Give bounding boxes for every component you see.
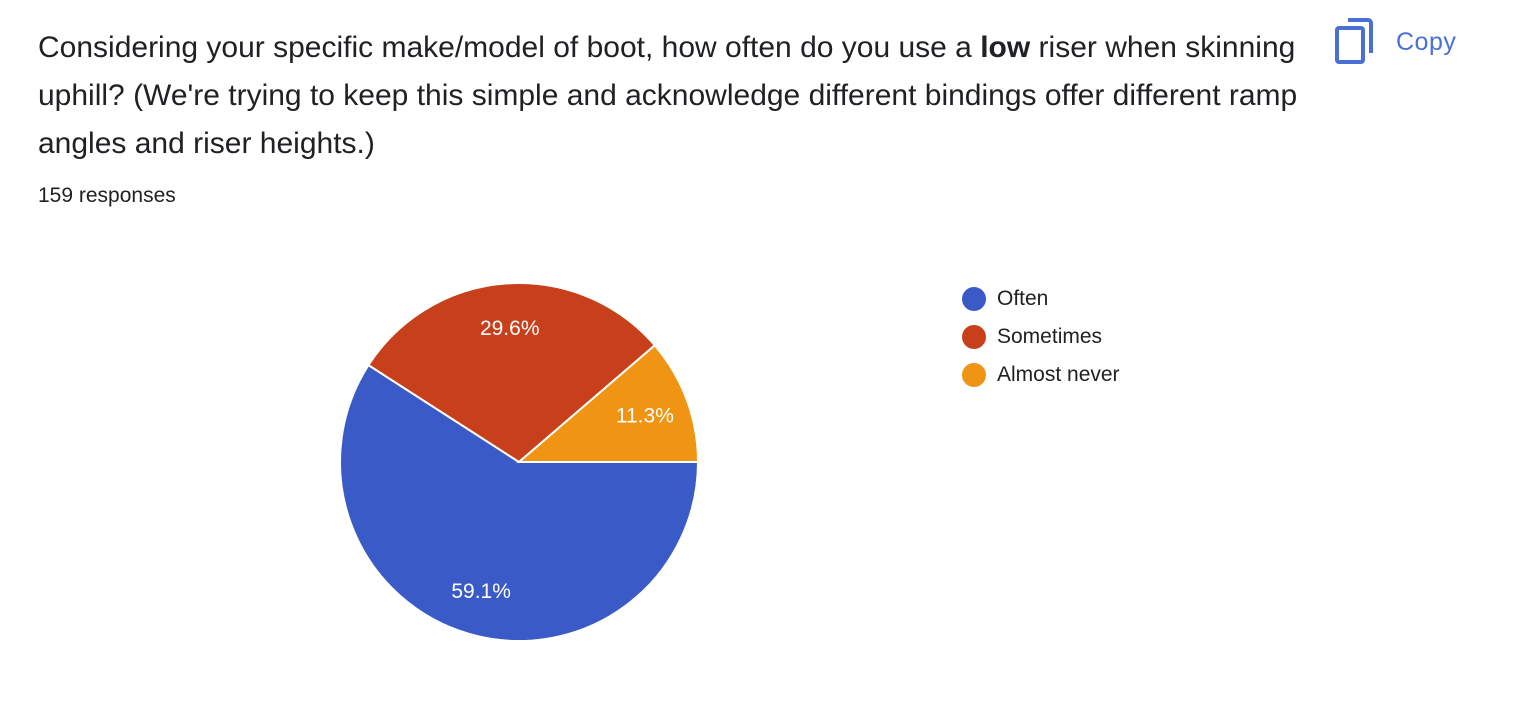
chart-legend: Often Sometimes Almost never: [962, 280, 1120, 394]
legend-item-often[interactable]: Often: [962, 280, 1120, 318]
question-title: Considering your specific make/model of …: [38, 24, 1308, 168]
legend-label: Almost never: [997, 363, 1120, 386]
copy-button-label: Copy: [1396, 27, 1457, 56]
pie-slice-sometimes[interactable]: [367, 282, 657, 464]
legend-label: Sometimes: [997, 325, 1103, 348]
pie-slice-almost-never[interactable]: [516, 343, 700, 463]
legend-swatch: [962, 325, 986, 349]
pie-slice-often[interactable]: [339, 363, 700, 642]
question-text-start: Considering your specific make/model of …: [38, 31, 981, 64]
legend-swatch: [962, 363, 986, 387]
pie-slice-label: 59.1%: [451, 580, 511, 603]
legend-swatch: [962, 287, 986, 311]
response-count: 159 responses: [38, 184, 176, 207]
question-text-end: riser when skinning uphill? (We're tryin…: [38, 31, 1298, 160]
copy-chart-button[interactable]: Copy: [1330, 14, 1480, 70]
legend-item-almost-never[interactable]: Almost never: [962, 356, 1120, 394]
copy-icon: [1330, 14, 1378, 70]
pie-slice-label: 29.6%: [480, 317, 540, 340]
pie-slice-label: 11.3%: [616, 404, 674, 427]
legend-item-sometimes[interactable]: Sometimes: [962, 318, 1120, 356]
question-emphasis: low: [980, 31, 1031, 64]
legend-label: Often: [997, 287, 1049, 310]
